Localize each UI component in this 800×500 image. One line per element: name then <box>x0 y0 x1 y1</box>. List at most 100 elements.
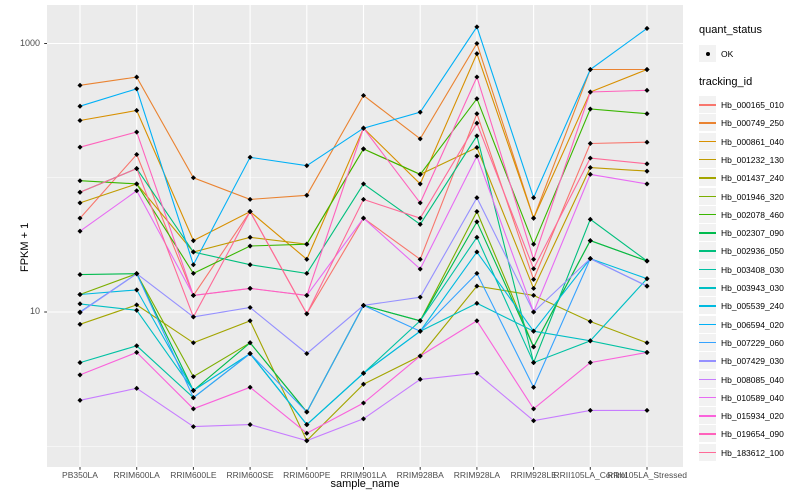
data-point <box>134 181 140 187</box>
data-point <box>190 406 196 412</box>
legend-key-line <box>699 388 716 406</box>
data-point <box>247 384 253 390</box>
data-point <box>360 381 367 387</box>
y-axis-title: FPKM + 1 <box>19 222 31 272</box>
data-point <box>247 154 253 160</box>
data-point <box>190 238 196 244</box>
data-point <box>360 125 367 131</box>
line-swatch-icon <box>699 415 716 417</box>
data-point <box>304 192 310 198</box>
line-swatch-icon <box>699 250 716 252</box>
data-point <box>77 178 83 184</box>
data-point <box>531 328 537 334</box>
legend-item-label: Hb_000861_040 <box>721 136 784 147</box>
data-point <box>190 424 196 430</box>
data-point <box>304 270 310 276</box>
y-tick-label-1000: 1000 <box>19 38 40 48</box>
data-point <box>190 314 196 320</box>
data-point <box>247 351 253 357</box>
legend-item-label: Hb_002078_460 <box>721 209 784 220</box>
legend-key-line <box>699 315 716 333</box>
data-point <box>304 430 310 436</box>
legend-key-line <box>699 297 716 315</box>
data-point <box>474 318 480 324</box>
line-swatch-icon <box>699 177 716 179</box>
data-point <box>417 266 423 272</box>
x-axis-title: sample_name <box>330 478 400 490</box>
data-point <box>247 422 253 428</box>
data-point <box>247 243 253 249</box>
data-point <box>247 318 253 324</box>
data-point <box>360 370 367 376</box>
data-point <box>190 262 196 268</box>
data-point <box>360 215 367 221</box>
data-point <box>474 300 480 306</box>
data-point <box>360 181 367 187</box>
data-point <box>247 234 253 240</box>
data-point <box>304 422 310 428</box>
data-point <box>304 292 310 298</box>
legend-item-label: Hb_001946_320 <box>721 191 784 202</box>
data-point <box>474 153 480 159</box>
legend-item-label: Hb_006594_020 <box>721 319 784 330</box>
data-point <box>417 294 423 300</box>
data-point <box>360 302 367 308</box>
data-point <box>304 351 310 357</box>
data-point <box>360 416 367 422</box>
data-point <box>134 129 140 135</box>
data-point <box>134 86 140 92</box>
data-point <box>360 400 367 406</box>
legend-key-line <box>699 407 716 425</box>
data-point <box>190 175 196 181</box>
line-swatch-icon <box>699 378 716 381</box>
data-point <box>474 249 480 255</box>
data-point <box>77 189 83 195</box>
data-point <box>190 340 196 346</box>
data-point <box>531 285 537 291</box>
legend-item-label: Hb_000749_250 <box>721 118 784 129</box>
data-point <box>304 311 310 317</box>
plot-panel <box>47 5 683 467</box>
x-tick-label: RRIM928BA <box>396 470 444 480</box>
data-point <box>360 196 367 202</box>
data-point <box>77 200 83 206</box>
legend-item-label: Hb_002936_050 <box>721 246 784 257</box>
line-swatch-icon <box>699 232 716 234</box>
data-point <box>134 271 140 277</box>
legend-key-line <box>699 370 716 388</box>
data-point <box>247 304 253 311</box>
data-point <box>190 270 196 276</box>
x-tick-label: RRIM901LA <box>340 470 387 480</box>
data-point <box>134 349 140 355</box>
x-tick-label: PB350LA <box>62 470 98 480</box>
line-swatch-icon <box>699 158 716 161</box>
line-swatch-icon <box>699 104 716 106</box>
line-swatch-icon <box>699 268 716 271</box>
line-swatch-icon <box>699 360 716 362</box>
data-point <box>417 318 423 324</box>
data-point <box>190 387 196 394</box>
legend-item-label: OK <box>721 49 734 59</box>
data-point <box>474 209 480 215</box>
line-swatch-icon <box>699 433 716 435</box>
line-swatch-icon <box>699 451 716 454</box>
data-point <box>644 349 650 355</box>
legend-item-label: Hb_001437_240 <box>721 173 784 184</box>
x-tick-label: RRIM600PE <box>283 470 331 480</box>
data-point <box>134 343 140 349</box>
legend-key-line <box>699 96 716 113</box>
data-point <box>474 370 480 376</box>
data-point <box>134 302 140 308</box>
legend-key-line <box>699 443 716 461</box>
legend-key-point <box>699 45 716 62</box>
x-tick-label: RRIM928LA <box>453 470 501 480</box>
data-point <box>531 256 537 262</box>
data-point <box>474 144 480 151</box>
data-point <box>190 374 196 380</box>
legend-key-line <box>699 150 716 168</box>
data-point <box>304 163 310 169</box>
data-point <box>474 270 480 276</box>
data-point <box>474 283 480 289</box>
data-point <box>644 258 650 264</box>
